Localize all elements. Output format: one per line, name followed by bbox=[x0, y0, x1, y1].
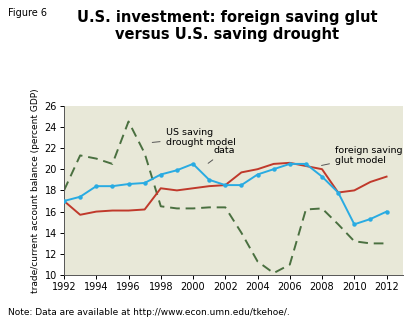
Text: U.S. investment: foreign saving glut
versus U.S. saving drought: U.S. investment: foreign saving glut ver… bbox=[77, 10, 377, 42]
Text: Figure 6: Figure 6 bbox=[8, 8, 47, 18]
Text: foreign saving
glut model: foreign saving glut model bbox=[322, 146, 402, 165]
Y-axis label: trade/current account balance (percent GDP): trade/current account balance (percent G… bbox=[31, 88, 40, 293]
Text: Note: Data are available at http://www.econ.umn.edu/tkehoe/.: Note: Data are available at http://www.e… bbox=[8, 308, 290, 317]
Text: data: data bbox=[208, 147, 235, 163]
Text: US saving
drought model: US saving drought model bbox=[152, 128, 235, 147]
